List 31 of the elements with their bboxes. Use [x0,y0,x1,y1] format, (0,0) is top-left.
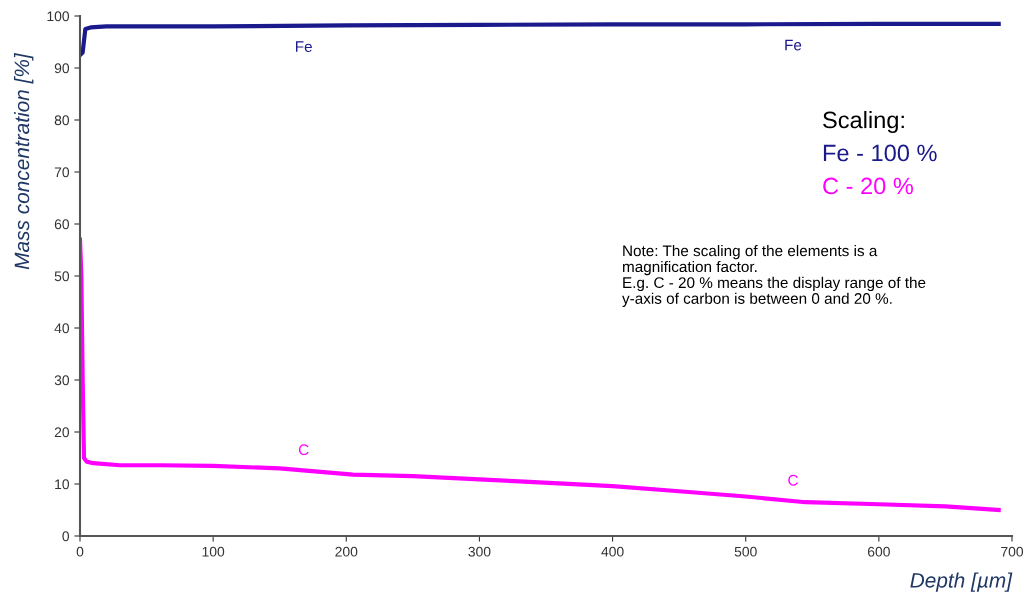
series-label: Fe [296,41,312,53]
text: C [298,444,309,456]
annotation: Note: The scaling of the elements is a magnification factor. E.g. C - 20 % means the display range of the y-axis of carbon is between 0 and 20 %. [622,245,926,307]
y-tick-label: 50 [54,271,70,282]
y-tick-label: 90 [54,63,70,74]
x-tick-label: 200 [335,546,358,557]
y-axis-title: Mass concentration [%] [13,52,34,270]
y-tick-label: 40 [54,323,70,334]
x-tick-label: 700 [1001,546,1024,557]
y-tick-label: 10 [55,479,70,490]
x-tick-label: 600 [867,546,890,557]
annotation: C - 20 % [823,177,914,195]
y-tick-label: 80 [54,115,70,126]
line-series [80,21,1001,58]
y-tick-label: 60 [54,219,70,230]
x-axis-title: Depth [µm] [910,572,1013,592]
annotation: Fe - 100 % [823,144,937,162]
x-tick-label: 300 [468,546,491,557]
y-tick-label: 20 [54,427,70,438]
line-series [80,237,1001,513]
x-tick-label: 400 [601,546,624,557]
y-tick-label: 100 [47,11,70,22]
y-tick-label: 30 [54,375,70,386]
text: Fe [785,39,802,51]
series-label: C [788,474,798,486]
x-tick-label: 0 [76,546,84,557]
y-tick-label: 0 [62,531,70,542]
y-tick-label: 70 [54,167,70,178]
x-tick-label: 500 [734,546,757,557]
x-tick-label: 100 [202,546,225,557]
annotation: Scaling: [823,111,904,133]
